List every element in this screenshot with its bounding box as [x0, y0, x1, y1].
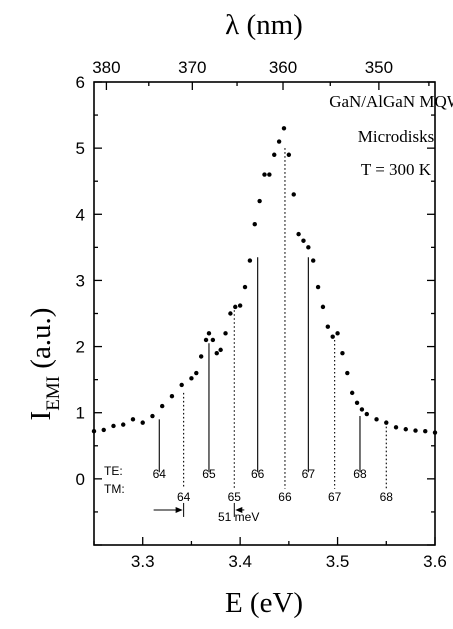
data-point [91, 429, 97, 434]
data-point [198, 354, 204, 359]
data-point [150, 413, 155, 419]
y-tick-label: 5 [76, 139, 85, 158]
data-point [242, 284, 248, 290]
top-tick-label: 360 [269, 58, 297, 77]
data-point [423, 429, 428, 434]
data-point [413, 428, 418, 433]
spacing-arrow-right-head [235, 506, 243, 513]
plot-frame [93, 81, 436, 546]
data-point [311, 258, 316, 263]
x-tick-label: 3.3 [131, 552, 155, 571]
data-point [315, 284, 321, 290]
y-tick-label: 6 [76, 73, 85, 92]
tm-row-label: TM: [104, 482, 125, 496]
data-point [194, 370, 199, 376]
te-mode-label: 66 [251, 467, 265, 481]
data-point [233, 304, 238, 310]
tm-mode-label: 64 [177, 490, 191, 504]
plot-area: 3.3 3.4 3.5 3.6 0 1 2 3 4 5 6 380 370 360 350 64 65 66 67 6… [76, 58, 447, 571]
y-axis-label: IEMI (a.u.) [25, 308, 64, 421]
tm-mode-label: 65 [228, 490, 242, 504]
data-point [257, 198, 262, 204]
data-point [262, 172, 267, 177]
y-axis-label-unit: (a.u.) [25, 308, 57, 376]
data-point [325, 324, 331, 329]
data-point [210, 337, 216, 343]
data-point [206, 331, 212, 336]
data-point [384, 420, 389, 425]
y-tick-label: 3 [76, 271, 85, 290]
top-tick-label: 370 [178, 58, 206, 77]
data-point [111, 423, 116, 429]
top-axis-label: λ (nm) [225, 9, 303, 41]
y-tick-label: 1 [76, 404, 85, 423]
te-mode-label: 67 [302, 467, 316, 481]
data-point [330, 334, 335, 339]
data-point [140, 420, 145, 425]
data-point [403, 427, 408, 432]
top-tick-label: 380 [92, 58, 120, 77]
data-point [281, 126, 287, 131]
data-point [306, 245, 311, 250]
data-point [267, 172, 272, 177]
data-point [340, 350, 345, 356]
spacing-arrow-left-head [175, 506, 183, 513]
data-point [223, 331, 228, 336]
annotation-sample: GaN/AlGaN MQW [329, 92, 453, 111]
tm-mode-label: 66 [278, 490, 292, 504]
te-mode-label: 64 [153, 467, 167, 481]
y-axis-label-sub: EMI [43, 376, 64, 411]
data-point [121, 422, 126, 427]
data-point [354, 400, 360, 405]
annotation-geometry: Microdisks [358, 127, 435, 146]
data-point [276, 139, 282, 144]
spacing-label: 51 meV [218, 510, 259, 524]
data-point [237, 303, 243, 308]
data-point [296, 231, 301, 237]
y-tick-label: 4 [76, 205, 85, 224]
y-tick-label: 0 [76, 470, 85, 489]
data-point [374, 417, 379, 422]
tm-mode-label: 67 [328, 490, 342, 504]
data-point [169, 393, 175, 399]
y-axis-label-main: I [25, 411, 57, 421]
data-point [335, 331, 340, 336]
data-point [432, 430, 438, 435]
data-point [272, 152, 277, 157]
annotation-temperature: T = 300 K [361, 160, 432, 179]
data-point [301, 238, 306, 243]
data-point [179, 382, 184, 388]
data-point [393, 425, 399, 430]
data-point [291, 192, 296, 197]
data-point [130, 417, 136, 422]
te-row-label: TE: [104, 464, 123, 478]
data-point [247, 258, 253, 263]
data-point [320, 304, 326, 310]
x-tick-label: 3.4 [228, 552, 252, 571]
data-point [252, 222, 257, 227]
x-tick-label: 3.6 [423, 552, 447, 571]
x-tick-label: 3.5 [326, 552, 350, 571]
data-point [214, 350, 219, 356]
data-point [203, 337, 209, 343]
te-mode-label: 65 [202, 467, 216, 481]
data-point [218, 347, 223, 353]
data-point [228, 311, 233, 316]
data-point [345, 370, 350, 376]
data-point [160, 403, 165, 409]
x-axis-label: E (eV) [225, 587, 303, 619]
data-point [359, 407, 365, 412]
data-point [189, 376, 194, 381]
data-point [101, 427, 106, 433]
data-point [286, 152, 292, 157]
top-tick-label: 350 [365, 58, 393, 77]
y-tick-label: 2 [76, 338, 85, 357]
tm-mode-label: 68 [380, 490, 394, 504]
data-point [364, 411, 369, 417]
data-point [349, 390, 355, 396]
te-mode-label: 68 [353, 467, 367, 481]
